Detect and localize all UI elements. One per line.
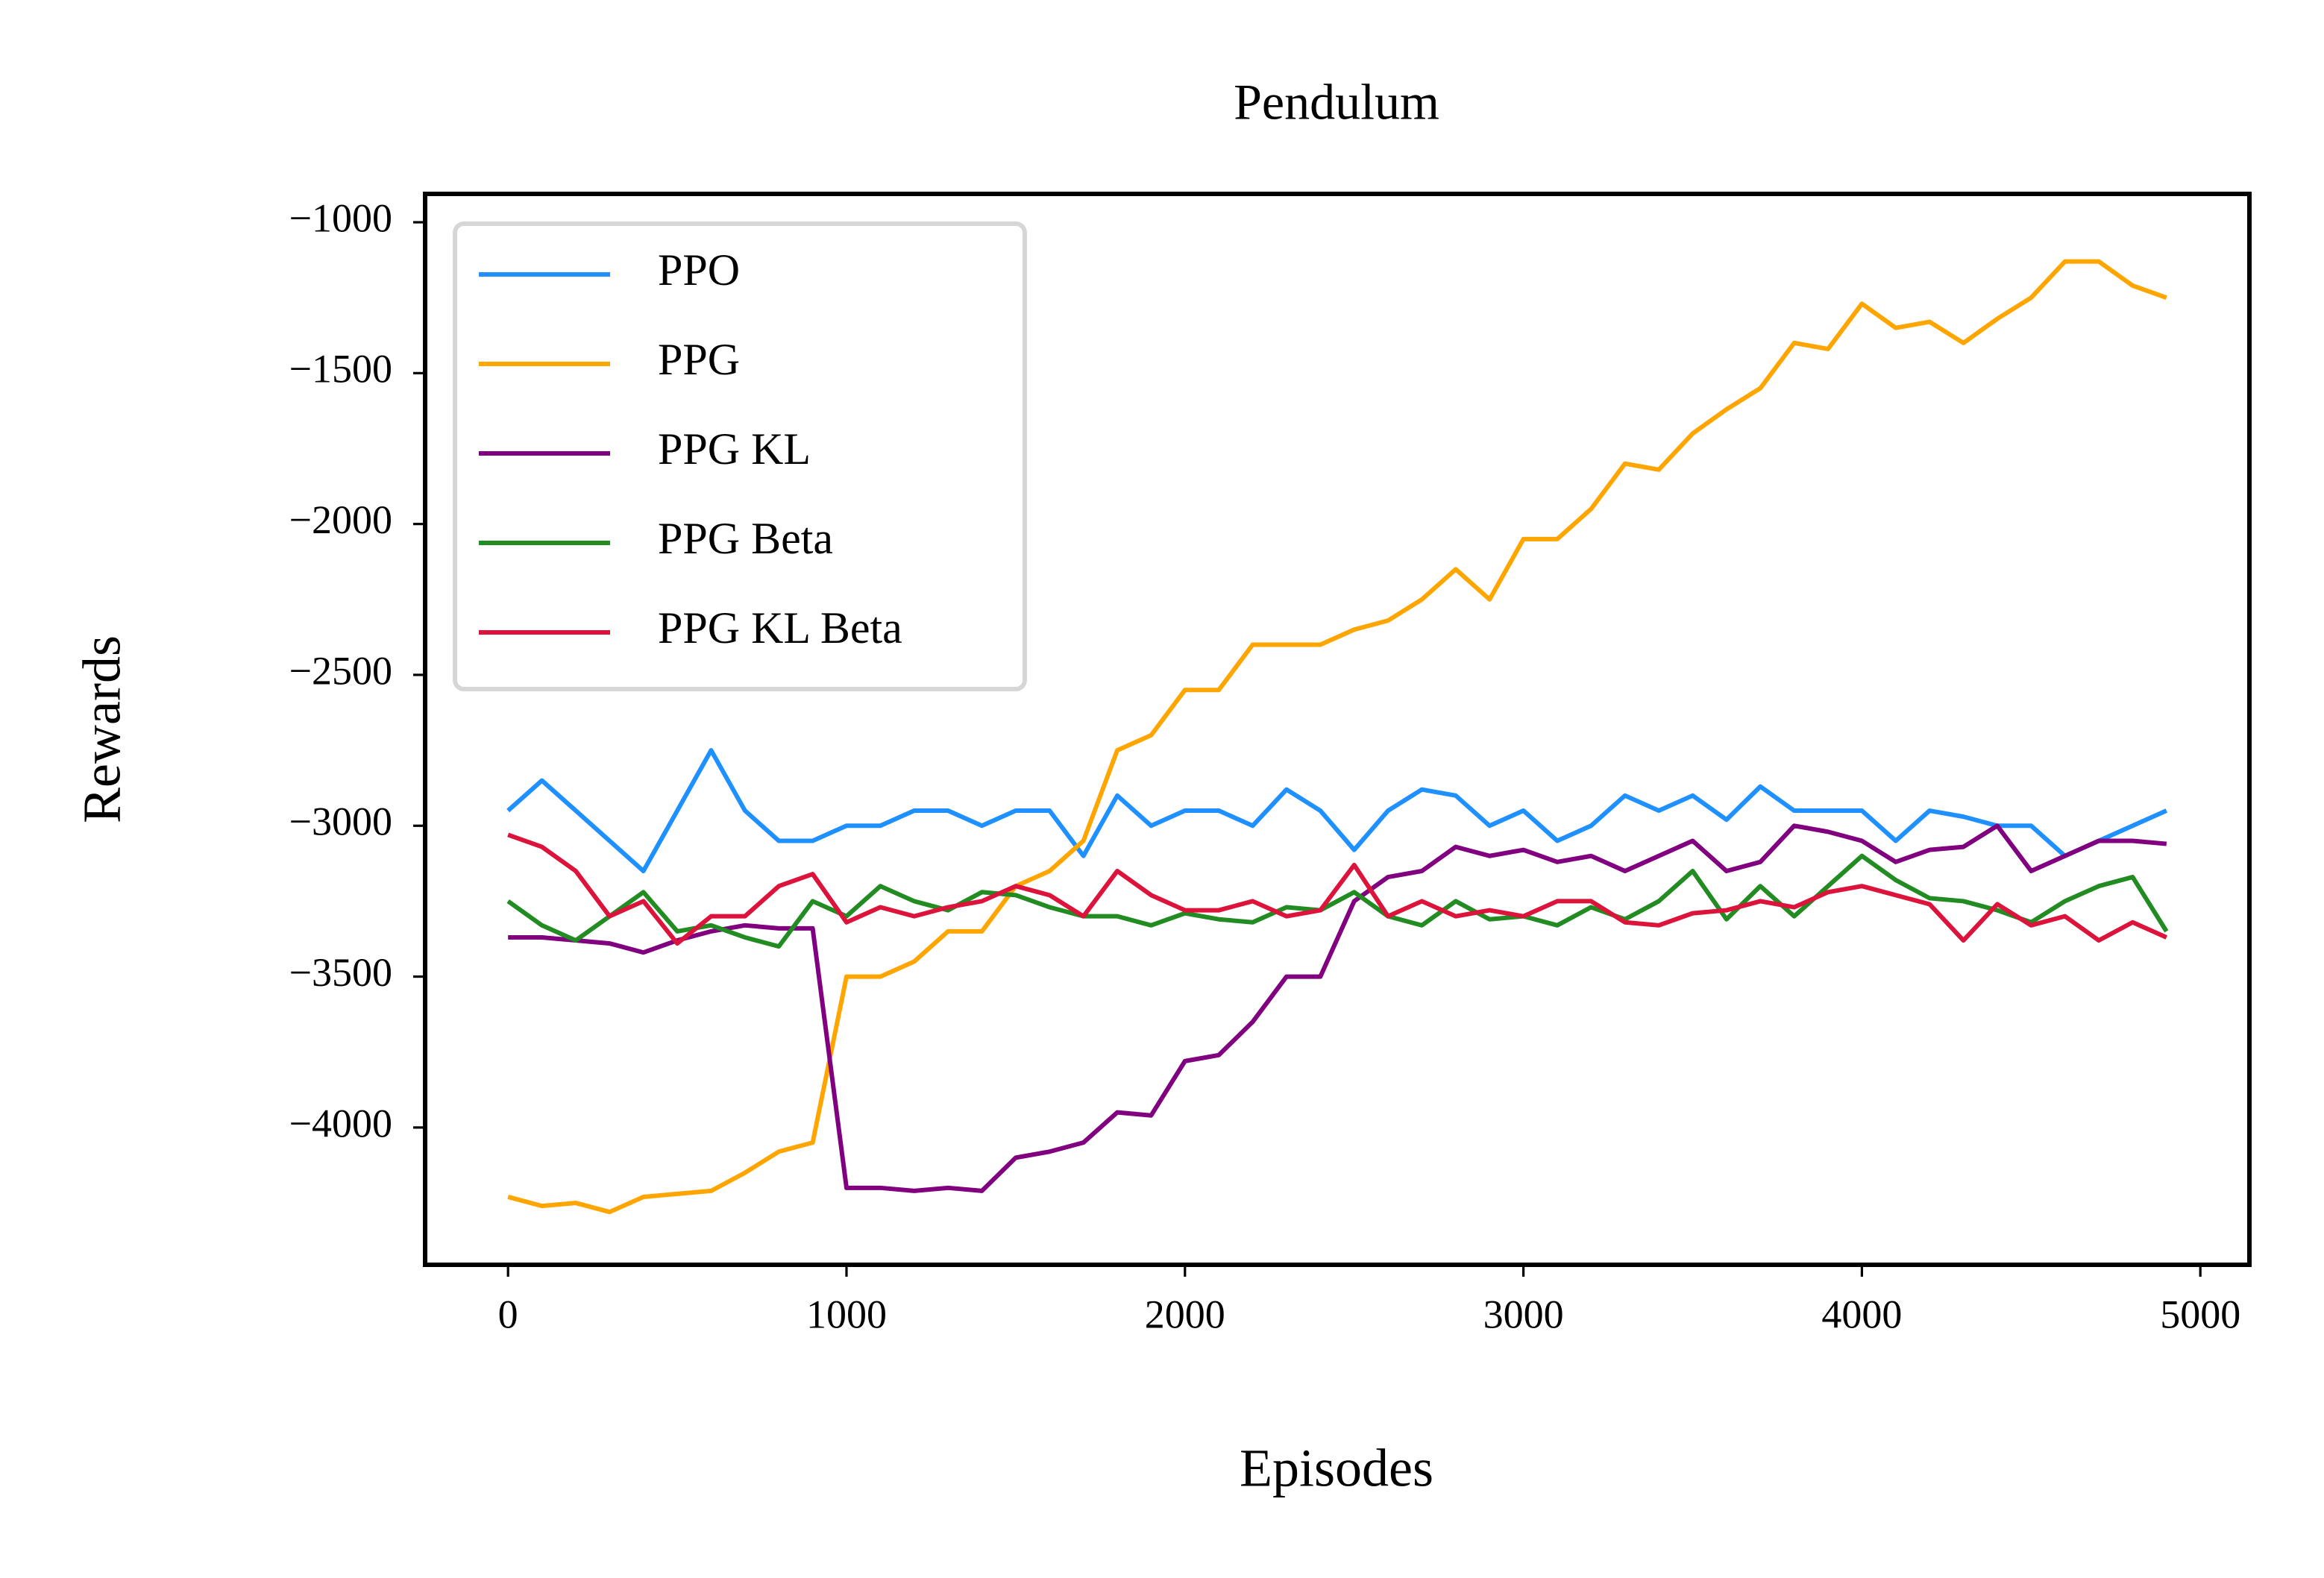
- y-tick-label: −4000: [289, 1101, 392, 1145]
- y-tick-label: −1000: [289, 195, 392, 240]
- line-series: [506, 853, 2169, 949]
- y-tick-label: −2500: [289, 648, 392, 693]
- chart-title: Pendulum: [1234, 74, 1439, 131]
- legend-label: PPG KL: [658, 424, 811, 474]
- plot-frame: [423, 192, 2252, 1267]
- y-tick-label: −3000: [289, 799, 392, 844]
- x-tick-label: 2000: [1145, 1292, 1225, 1336]
- line-series: [508, 823, 2167, 1193]
- legend-label: PPG Beta: [658, 514, 833, 563]
- x-tick-label: 3000: [1483, 1292, 1564, 1336]
- line-series: [506, 748, 2168, 873]
- x-axis-label: Episodes: [1240, 1439, 1433, 1498]
- x-tick-label: 1000: [806, 1292, 887, 1336]
- line-series: [507, 259, 2167, 1215]
- y-tick-label: −1500: [289, 347, 392, 392]
- x-tick-label: 5000: [2160, 1292, 2240, 1336]
- legend-box: [453, 221, 1027, 691]
- y-tick-label: −2000: [289, 497, 392, 542]
- x-tick-label: 0: [498, 1292, 518, 1336]
- y-tick-label: −3500: [289, 950, 392, 995]
- y-axis-label: Rewards: [72, 635, 132, 823]
- legend-label: PPG KL Beta: [658, 603, 902, 653]
- legend-label: PPG: [658, 335, 740, 384]
- line-series: [507, 832, 2168, 946]
- legend-label: PPO: [658, 245, 740, 295]
- x-tick-label: 4000: [1821, 1292, 1902, 1336]
